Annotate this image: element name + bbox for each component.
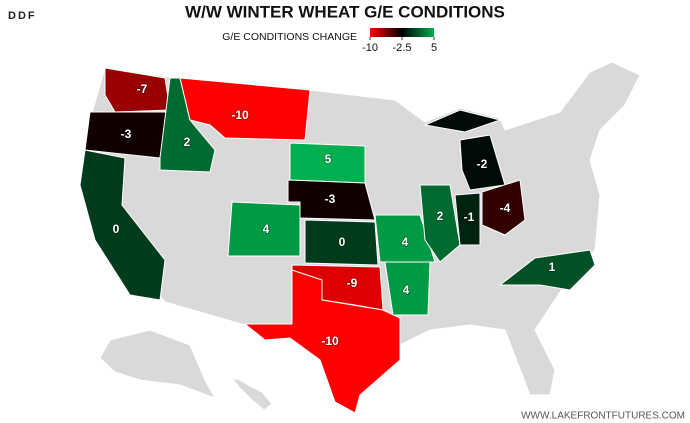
state-value-label: 1 — [549, 260, 556, 274]
state-region — [419, 184, 461, 263]
state-value-label: -10 — [321, 334, 339, 348]
footer: WWW.LAKEFRONTFUTURES.COM — [521, 411, 685, 422]
state-region — [243, 269, 401, 414]
state-region — [481, 179, 526, 236]
state-region — [104, 67, 171, 113]
state-region — [374, 214, 436, 263]
state-region — [304, 219, 379, 266]
state-value-label: -1 — [464, 210, 475, 224]
legend-tick-label: 5 — [431, 42, 437, 54]
legend-tick-label: -10 — [362, 42, 378, 54]
legend-bar — [370, 28, 434, 37]
state-value-label: -2 — [477, 157, 488, 171]
state-value-label: -9 — [347, 276, 358, 290]
state-value-label: 5 — [325, 152, 332, 166]
state-region — [384, 261, 431, 316]
state-region — [79, 149, 166, 301]
state-value-label: 2 — [184, 135, 191, 149]
state-region — [498, 249, 596, 291]
state-value-label: -4 — [500, 201, 511, 215]
legend-tick-label: -2.5 — [393, 42, 412, 54]
title: W/W WINTER WHEAT G/E CONDITIONS — [185, 2, 505, 21]
state-value-label: -3 — [121, 127, 132, 141]
logo: DDF — [8, 10, 37, 22]
state-value-label: 4 — [402, 235, 409, 249]
state-value-label: 4 — [263, 222, 270, 236]
state-value-label: 4 — [403, 283, 410, 297]
state-value-label: 0 — [339, 235, 346, 249]
hawaii — [230, 377, 273, 411]
state-value-label: -7 — [137, 82, 148, 96]
state-value-label: 2 — [437, 209, 444, 223]
alaska — [99, 329, 217, 399]
state-value-label: -3 — [325, 192, 336, 206]
state-region — [423, 109, 506, 191]
state-value-label: 0 — [113, 222, 120, 236]
state-region — [227, 201, 301, 257]
state-region — [179, 77, 311, 141]
state-value-label: -10 — [231, 108, 249, 122]
legend-title: G/E CONDITIONS CHANGE — [222, 31, 357, 43]
state-region — [454, 192, 481, 246]
